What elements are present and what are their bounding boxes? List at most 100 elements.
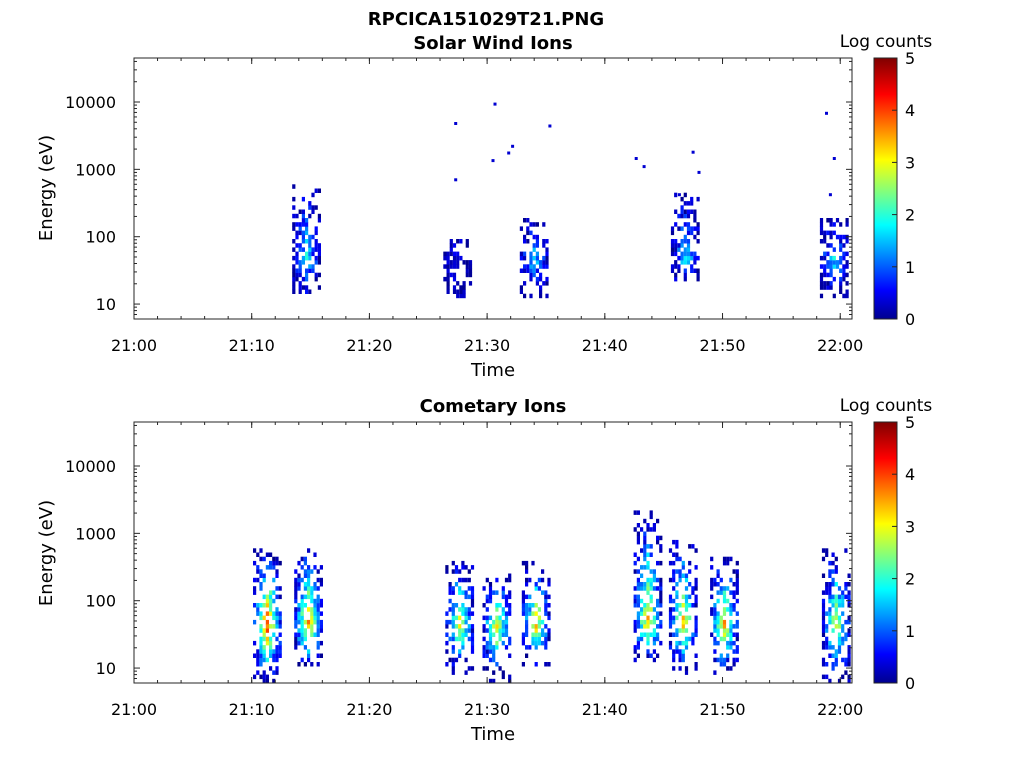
heatmap-cell xyxy=(525,560,529,566)
heatmap-cell xyxy=(451,666,455,671)
heatmap-cell xyxy=(684,670,689,675)
heatmap-cell xyxy=(297,632,301,637)
heatmap-cell xyxy=(842,276,846,282)
heatmap-cell xyxy=(292,272,296,278)
heatmap-cell xyxy=(298,289,302,294)
heatmap-cell xyxy=(729,645,733,650)
heatmap-cell xyxy=(300,636,304,642)
heatmap-cell xyxy=(839,285,843,290)
heatmap-cell xyxy=(674,251,678,257)
heatmap-cell xyxy=(519,289,523,294)
heatmap-cell xyxy=(313,607,317,612)
heatmap-cell xyxy=(710,607,714,612)
heatmap-cell xyxy=(310,628,314,633)
heatmap-cell xyxy=(729,628,733,633)
heatmap-cell xyxy=(547,603,551,608)
heatmap-cell xyxy=(845,218,849,223)
heatmap-cell xyxy=(732,662,736,667)
heatmap-cell xyxy=(839,247,843,252)
heatmap-cell xyxy=(819,281,824,286)
heatmap-cell xyxy=(464,594,468,600)
heatmap-cell xyxy=(844,586,848,591)
heatmap-cell xyxy=(694,632,698,637)
heatmap-cell xyxy=(292,239,296,244)
heatmap-cell xyxy=(456,255,460,261)
heatmap-cell xyxy=(317,285,321,290)
heatmap-cell xyxy=(294,594,298,600)
heatmap-cell xyxy=(716,640,720,646)
heatmap-cell xyxy=(300,607,304,612)
heatmap-cell xyxy=(845,222,849,227)
heatmap-cell xyxy=(459,293,463,299)
heatmap-cell xyxy=(672,657,676,663)
heatmap-cell xyxy=(839,276,843,282)
heatmap-cell xyxy=(501,586,505,591)
heatmap-cell xyxy=(307,577,311,583)
heatmap-cell xyxy=(498,615,502,621)
heatmap-cell xyxy=(636,598,640,604)
heatmap-cell xyxy=(819,272,824,278)
heatmap-cell xyxy=(464,577,468,583)
heatmap-cell xyxy=(825,611,829,616)
heatmap-cell xyxy=(256,565,260,570)
heatmap-cell xyxy=(835,264,840,269)
heatmap-cell xyxy=(269,649,273,654)
heatmap-cell xyxy=(732,632,736,637)
heatmap-cell xyxy=(498,624,502,629)
heatmap-cell xyxy=(253,548,257,553)
heatmap-cell xyxy=(298,260,302,265)
colorbar-tick-label: 4 xyxy=(905,465,915,484)
heatmap-cell xyxy=(640,573,644,578)
heatmap-cell xyxy=(686,255,691,261)
heatmap-cell xyxy=(529,276,533,282)
heatmap-cell xyxy=(298,230,302,236)
heatmap-cell xyxy=(681,657,685,663)
heatmap-cell xyxy=(819,226,824,231)
heatmap-cell xyxy=(677,264,681,269)
heatmap-cell xyxy=(646,582,650,587)
heatmap-cell xyxy=(825,582,829,587)
heatmap-cell xyxy=(633,645,637,650)
heatmap-cell xyxy=(275,670,279,675)
heatmap-cell xyxy=(316,619,320,625)
heatmap-cell xyxy=(670,247,675,252)
heatmap-cell xyxy=(458,607,462,612)
heatmap-cell xyxy=(498,628,502,633)
heatmap-cell xyxy=(652,586,656,591)
heatmap-cell xyxy=(526,218,530,223)
heatmap-cell xyxy=(545,239,549,244)
heatmap-cell xyxy=(675,552,679,557)
heatmap-cell xyxy=(294,636,298,642)
heatmap-cell xyxy=(821,607,826,612)
heatmap-cell xyxy=(735,569,739,574)
heatmap-cell xyxy=(485,640,489,646)
heatmap-cell xyxy=(675,607,679,612)
heatmap-cell xyxy=(451,657,455,663)
heatmap-cell xyxy=(677,243,681,248)
heatmap-cell xyxy=(542,222,546,227)
heatmap-cell xyxy=(313,586,317,591)
heatmap-cell xyxy=(722,628,727,633)
heatmap-cell xyxy=(319,603,323,608)
heatmap-cell xyxy=(278,619,282,625)
heatmap-cell xyxy=(649,594,653,600)
heatmap-cell xyxy=(541,632,545,637)
heatmap-cell xyxy=(677,213,681,219)
heatmap-cell xyxy=(310,615,314,621)
heatmap-cell xyxy=(265,611,269,616)
heatmap-cell xyxy=(542,255,546,261)
heatmap-cell xyxy=(716,573,720,578)
heatmap-cell xyxy=(643,611,647,616)
heatmap-point xyxy=(677,193,681,197)
x-tick-label: 21:20 xyxy=(346,700,392,719)
heatmap-cell xyxy=(829,255,833,261)
heatmap-cell xyxy=(694,653,698,658)
heatmap-cell xyxy=(448,619,452,625)
heatmap-cell xyxy=(829,222,833,227)
heatmap-cell xyxy=(828,653,832,658)
heatmap-cell xyxy=(482,603,486,608)
heatmap-cell xyxy=(446,255,450,261)
heatmap-cell xyxy=(521,611,525,616)
heatmap-cell xyxy=(297,573,301,578)
heatmap-cell xyxy=(847,619,851,625)
